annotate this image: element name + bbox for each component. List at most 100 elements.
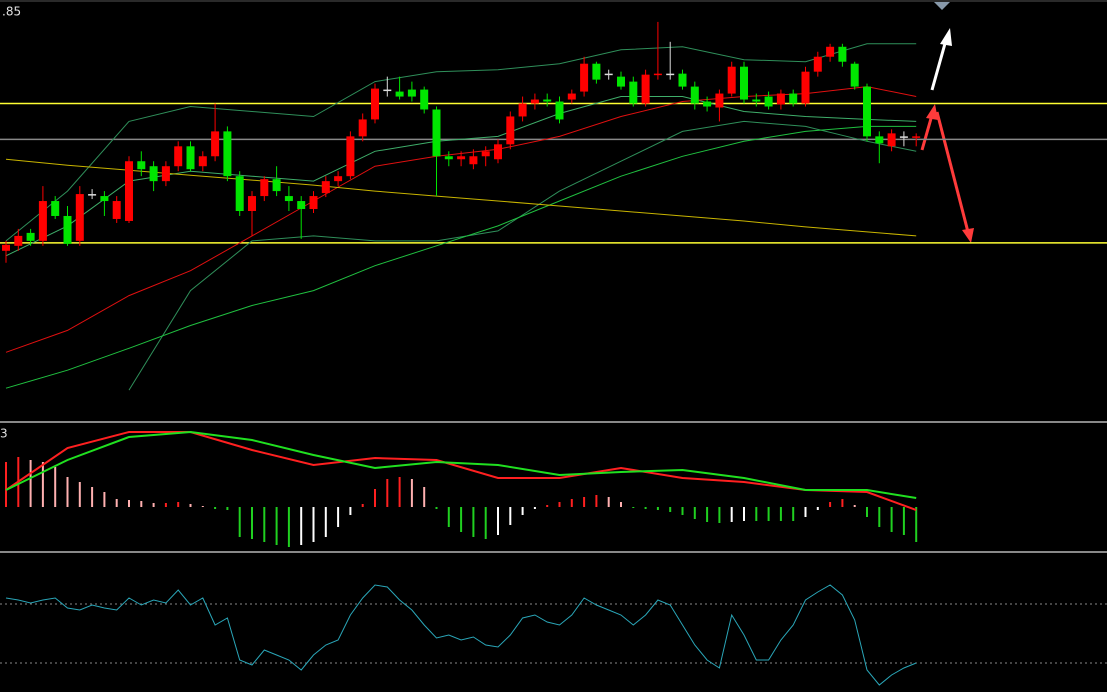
- macd-bar: [915, 507, 918, 542]
- macd-bar: [767, 507, 770, 521]
- candle-body: [235, 176, 244, 211]
- candle-body: [850, 63, 859, 87]
- macd-bar: [177, 502, 180, 507]
- candle-body: [641, 74, 650, 104]
- candle-body: [14, 235, 23, 246]
- candle-body: [506, 116, 515, 145]
- candle-body: [715, 93, 724, 108]
- candle-body: [88, 194, 97, 196]
- candle-body: [469, 156, 478, 165]
- candle-body: [776, 93, 785, 105]
- macd-bar: [91, 487, 94, 507]
- candle-body: [592, 63, 601, 80]
- macd-bar: [410, 479, 413, 507]
- indicator-line: [5, 125, 917, 389]
- candle-body: [334, 176, 343, 182]
- macd-bar: [337, 507, 340, 527]
- macd-bar: [324, 507, 327, 537]
- candle-body: [457, 156, 466, 160]
- macd-bar: [890, 507, 893, 532]
- candle-body: [875, 136, 884, 144]
- candle-body: [629, 81, 638, 104]
- candle-body: [26, 232, 35, 241]
- macd-bar: [78, 482, 81, 507]
- candle-body: [580, 63, 589, 92]
- candle-body: [137, 161, 146, 170]
- candle-body: [912, 136, 921, 138]
- candle-body: [481, 151, 490, 157]
- indicator-line: [5, 43, 917, 242]
- macd-bar: [226, 507, 229, 510]
- macd-bar: [41, 462, 44, 507]
- macd-bar: [5, 462, 7, 507]
- red-arrow: [935, 111, 970, 233]
- macd-bar: [128, 500, 130, 507]
- candle-body: [211, 131, 220, 157]
- macd-bar: [779, 507, 782, 521]
- candle-body: [38, 201, 47, 241]
- indicator-line: [5, 158, 917, 237]
- candle-body: [358, 119, 367, 137]
- candle-body: [432, 109, 441, 157]
- macd-bar: [374, 489, 376, 507]
- macd-bar: [743, 507, 745, 521]
- macd-bar: [718, 507, 721, 523]
- candle-body: [813, 56, 822, 72]
- macd-bar: [829, 502, 832, 507]
- macd-bar: [164, 503, 167, 507]
- macd-bar: [29, 460, 32, 507]
- indicator-line: [5, 86, 917, 353]
- candle-body: [100, 196, 109, 202]
- candle-body: [887, 133, 896, 147]
- candle-body: [444, 156, 453, 160]
- macd-bar: [706, 507, 709, 522]
- candle-body: [678, 73, 687, 87]
- candle-body: [899, 136, 908, 138]
- macd-bar: [878, 507, 881, 527]
- candle-body: [174, 146, 183, 167]
- white-arrow: [930, 39, 948, 91]
- candle-body: [407, 89, 416, 97]
- macd-bar: [66, 477, 69, 507]
- candle-body: [272, 179, 281, 192]
- candle-body: [260, 179, 269, 197]
- macd-bar: [152, 503, 155, 507]
- candle-body: [383, 89, 392, 92]
- white-arrowhead: [940, 28, 952, 46]
- macd-bar: [546, 505, 549, 507]
- macd-bar: [841, 499, 844, 507]
- indicator-line: [5, 96, 917, 257]
- macd-bar: [54, 467, 57, 507]
- red-arrowhead: [962, 228, 974, 243]
- macd-bar: [115, 499, 118, 507]
- candle-body: [518, 103, 527, 117]
- red-arrowhead: [926, 104, 938, 120]
- candle-body: [727, 66, 736, 94]
- macd-bar: [201, 506, 204, 507]
- macd-bar: [140, 501, 143, 507]
- macd-bar: [853, 505, 856, 507]
- candle-body: [789, 93, 798, 104]
- macd-bar: [484, 507, 487, 539]
- macd-bar: [361, 504, 364, 507]
- macd-bar: [349, 507, 352, 515]
- candle-body: [297, 201, 306, 210]
- candle-body: [617, 76, 625, 87]
- macd-bar: [644, 507, 647, 509]
- candle-body: [309, 196, 318, 210]
- macd-bar: [460, 507, 463, 532]
- macd-bar: [570, 499, 573, 507]
- indicator-line: [128, 120, 917, 391]
- macd-bar: [816, 507, 819, 510]
- candle-body: [346, 136, 355, 177]
- annotation-arrows: [920, 28, 974, 243]
- macd-bar: [189, 504, 192, 507]
- candle-body: [420, 89, 429, 110]
- macd-bar: [681, 507, 684, 515]
- macd-bar: [509, 507, 512, 525]
- macd-bar: [533, 507, 536, 509]
- candle-body: [494, 144, 502, 160]
- macd-bar: [275, 507, 278, 545]
- macd-bar: [398, 477, 401, 507]
